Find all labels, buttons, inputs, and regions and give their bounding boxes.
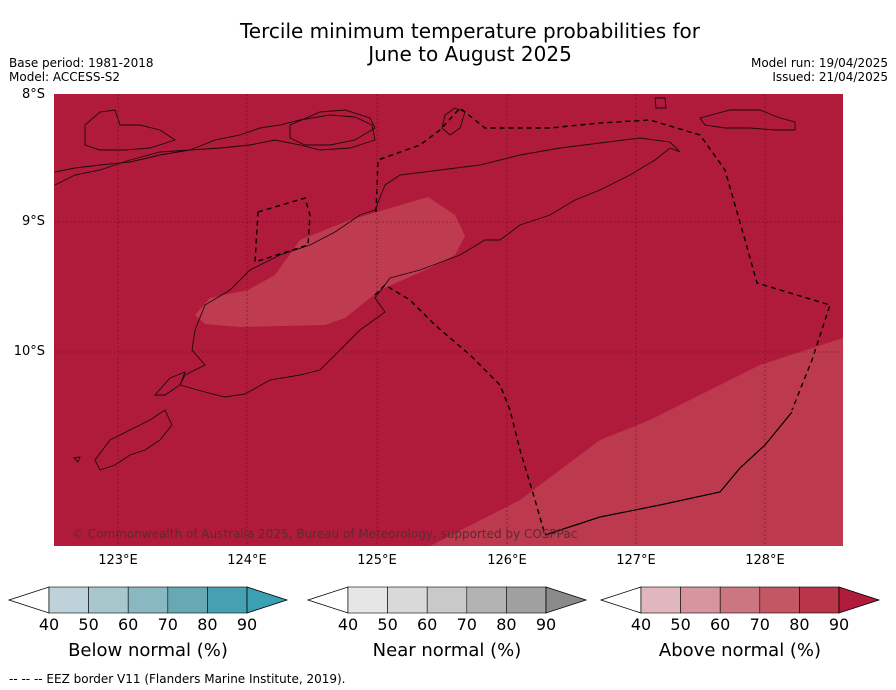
colorbar-near-normal-tick: 90	[535, 615, 557, 634]
base-period: Base period: 1981-2018	[9, 56, 154, 70]
colorbar-near-normal-high-arrow	[545, 586, 588, 614]
colorbar-below-normal	[7, 586, 289, 614]
colorbar-below-normal-tick: 50	[78, 615, 99, 634]
colorbar-near-normal-swatch	[347, 586, 388, 614]
colorbar-near-normal-tick: 60	[417, 615, 438, 634]
colorbar-near-normal-tick: 50	[377, 615, 398, 634]
colorbar-above-normal-tick: 90	[828, 615, 850, 634]
colorbar-above-normal-label: Above normal (%)	[658, 640, 822, 661]
colorbar-above-normal-swatch	[640, 586, 681, 614]
colorbar-below-normal-low-arrow	[7, 586, 50, 614]
colorbar-above-normal-swatch	[680, 586, 721, 614]
colorbar-above-normal-low-arrow	[599, 586, 642, 614]
lighter-probability-band-north	[195, 197, 465, 327]
colorbar-near-normal-swatch	[466, 586, 507, 614]
colorbar-below-normal-tick: 70	[157, 615, 178, 634]
map-title: Tercile minimum temperature probabilitie…	[0, 20, 896, 66]
coastlines	[54, 97, 796, 471]
colorbar-below-normal-swatch	[167, 586, 208, 614]
colorbar-near-normal-tick: 70	[456, 615, 477, 634]
colorbar-above-normal-tick: 60	[710, 615, 731, 634]
title-line-2: June to August 2025	[368, 42, 572, 66]
colorbar-above-normal-swatch	[799, 586, 840, 614]
copyright-credit: © Commonwealth of Australia 2025, Bureau…	[72, 527, 578, 541]
colorbar-above-normal-swatch	[759, 586, 800, 614]
colorbar-below-normal-high-arrow	[246, 586, 289, 614]
colorbar-near-normal-low-arrow	[306, 586, 349, 614]
colorbar-above-normal-high-arrow	[838, 586, 881, 614]
lon-label-127e: 127°E	[616, 553, 656, 568]
lon-label-125e: 125°E	[357, 553, 397, 568]
colorbar-below-normal-swatch	[127, 586, 169, 614]
lon-label-124e: 124°E	[227, 553, 267, 568]
colorbar-near-normal-tick: 40	[337, 615, 359, 634]
colorbar-near-normal-swatch	[426, 586, 468, 614]
lat-label-8s: 8°S	[21, 87, 45, 102]
colorbar-near-normal-swatch	[506, 586, 547, 614]
lon-label-123e: 123°E	[98, 553, 138, 568]
lon-label-126e: 126°E	[487, 553, 527, 568]
colorbar-below-normal-swatch	[88, 586, 129, 614]
model-run: Model run: 19/04/2025	[750, 56, 888, 70]
eez-border	[254, 107, 831, 536]
colorbar-below-normal-tick: 40	[38, 615, 60, 634]
colorbar-above-normal-tick: 40	[630, 615, 652, 634]
title-line-1: Tercile minimum temperature probabilitie…	[239, 19, 701, 43]
lat-label-9s: 9°S	[21, 214, 45, 229]
gridlines	[54, 94, 843, 546]
colorbar-below-normal-tick: 60	[118, 615, 139, 634]
colorbar-below-normal-tick: 90	[236, 615, 258, 634]
meta-right: Model run: 19/04/2025 Issued: 21/04/2025	[751, 56, 888, 84]
eez-solid-segment	[544, 411, 793, 536]
colorbar-below-normal-swatch	[48, 586, 89, 614]
colorbar-below-normal-label: Below normal (%)	[68, 640, 228, 661]
colorbar-below-normal-tick: 80	[197, 615, 218, 634]
colorbar-below-normal-swatch	[207, 586, 248, 614]
colorbar-near-normal-tick: 80	[496, 615, 517, 634]
model-name: Model: ACCESS-S2	[9, 70, 121, 84]
lat-label-10s: 10°S	[13, 344, 45, 359]
meta-left: Base period: 1981-2018 Model: ACCESS-S2	[9, 56, 154, 84]
lon-label-128e: 128°E	[745, 553, 785, 568]
colorbar-above-normal-tick: 70	[749, 615, 770, 634]
colorbar-above-normal-tick: 50	[670, 615, 691, 634]
colorbar-above-normal	[599, 586, 881, 614]
colorbar-above-normal-tick: 80	[789, 615, 810, 634]
colorbar-above-normal-swatch	[719, 586, 761, 614]
colorbar-near-normal	[306, 586, 588, 614]
eez-legend-note: -- -- -- EEZ border V11 (Flanders Marine…	[9, 672, 346, 686]
colorbar-near-normal-swatch	[387, 586, 428, 614]
issued-date: Issued: 21/04/2025	[772, 70, 888, 84]
colorbar-near-normal-label: Near normal (%)	[372, 640, 522, 661]
